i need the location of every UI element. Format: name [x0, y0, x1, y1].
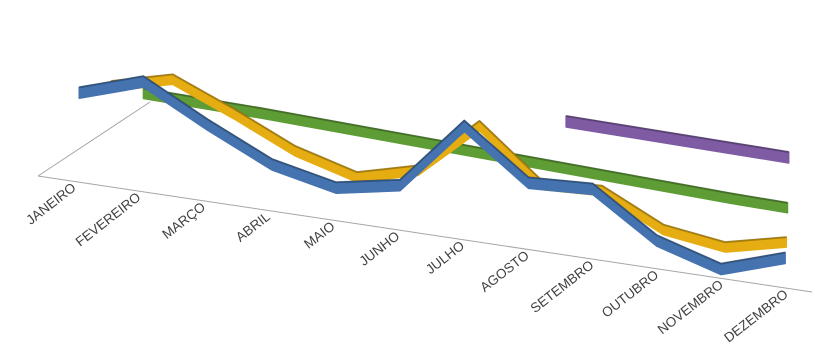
category-label: MARÇO — [159, 199, 208, 242]
category-label: MAIO — [301, 219, 337, 252]
series-3-ribbon — [110, 73, 788, 253]
depth-axis-line — [37, 101, 151, 177]
category-label: JUNHO — [356, 228, 402, 268]
series-4 — [78, 75, 786, 276]
series-1 — [565, 115, 790, 164]
category-label: ABRIL — [233, 209, 273, 245]
series-2-ribbon — [142, 87, 789, 214]
series-2-edge — [143, 87, 788, 204]
category-label: NOVEMBRO — [655, 277, 726, 337]
category-axis-line — [37, 175, 813, 293]
category-label: FEVEREIRO — [73, 189, 144, 249]
category-label: SETEMBRO — [528, 257, 597, 315]
series-1-edge — [565, 115, 789, 153]
category-label: AGOSTO — [477, 248, 532, 295]
category-label: OUTUBRO — [599, 267, 661, 320]
category-label: DEZEMBRO — [721, 286, 791, 345]
series-4-ribbon — [78, 75, 786, 276]
series-4-edge — [79, 75, 786, 265]
series-2 — [142, 87, 789, 214]
series-layer — [78, 73, 790, 276]
axis-layer — [37, 101, 813, 293]
series-3 — [110, 73, 788, 253]
category-label: JULHO — [423, 238, 467, 277]
category-label: JANEIRO — [23, 180, 78, 228]
